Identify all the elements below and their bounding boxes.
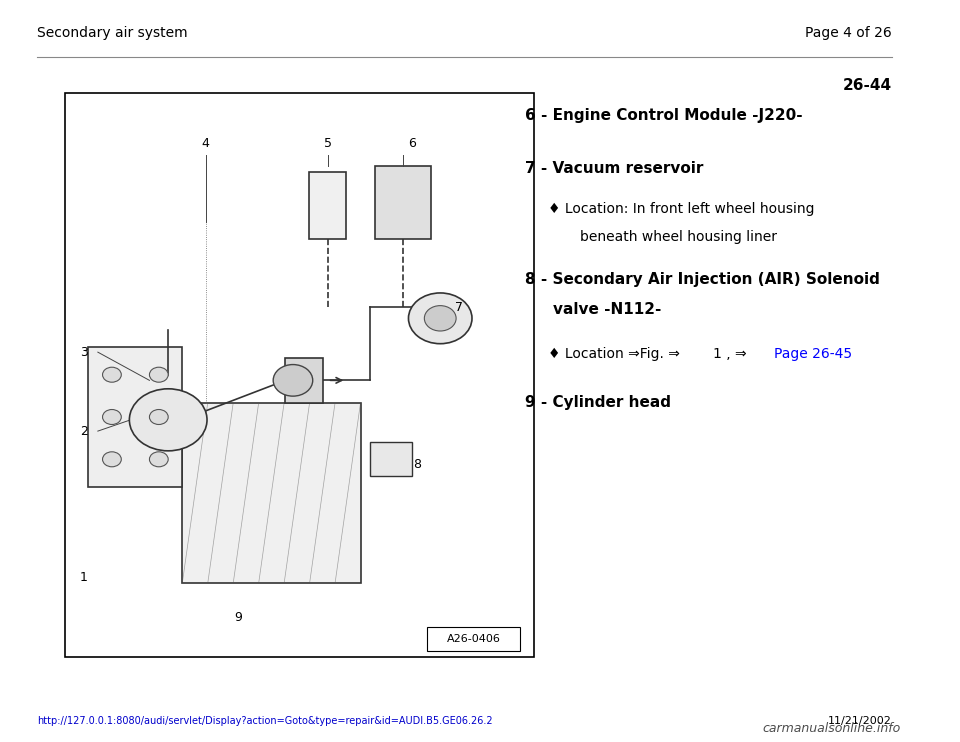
Bar <box>285 358 323 403</box>
Text: carmanualsonline.info: carmanualsonline.info <box>762 721 900 735</box>
Text: 7: 7 <box>455 301 463 314</box>
FancyBboxPatch shape <box>427 627 520 651</box>
Text: beneath wheel housing liner: beneath wheel housing liner <box>581 230 778 244</box>
Text: 8 - Secondary Air Injection (AIR) Solenoid: 8 - Secondary Air Injection (AIR) Soleno… <box>525 272 879 287</box>
Text: 4: 4 <box>202 137 209 150</box>
Text: ♦ Location ⇒Fig. ⇒: ♦ Location ⇒Fig. ⇒ <box>548 347 684 361</box>
Circle shape <box>103 367 121 382</box>
Text: 8: 8 <box>413 459 420 471</box>
Text: 9: 9 <box>234 611 243 624</box>
Circle shape <box>103 410 121 424</box>
Text: 2: 2 <box>80 424 87 438</box>
Text: 9 - Cylinder head: 9 - Cylinder head <box>525 395 671 410</box>
Bar <box>309 171 347 240</box>
Text: Secondary air system: Secondary air system <box>37 26 188 40</box>
Text: 26-44: 26-44 <box>843 78 892 93</box>
Circle shape <box>150 367 168 382</box>
FancyBboxPatch shape <box>65 93 534 657</box>
Text: 6: 6 <box>408 137 416 150</box>
Circle shape <box>408 293 472 344</box>
Circle shape <box>150 452 168 467</box>
Text: 6 - Engine Control Module -J220-: 6 - Engine Control Module -J220- <box>525 108 803 122</box>
Circle shape <box>103 452 121 467</box>
Text: A26-0406: A26-0406 <box>446 634 500 644</box>
Text: valve -N112-: valve -N112- <box>553 302 661 317</box>
Text: 3: 3 <box>80 346 87 358</box>
Text: ♦ Location: In front left wheel housing: ♦ Location: In front left wheel housing <box>548 202 814 216</box>
Bar <box>88 347 182 487</box>
Bar <box>370 442 412 476</box>
Text: Page 4 of 26: Page 4 of 26 <box>804 26 892 40</box>
Text: http://127.0.0.1:8080/audi/servlet/Display?action=Goto&type=repair&id=AUDI.B5.GE: http://127.0.0.1:8080/audi/servlet/Displ… <box>37 716 492 726</box>
Circle shape <box>424 306 456 331</box>
Text: 7 - Vacuum reservoir: 7 - Vacuum reservoir <box>525 161 703 176</box>
Text: 1 , ⇒: 1 , ⇒ <box>713 347 752 361</box>
Bar <box>374 166 431 240</box>
Text: 5: 5 <box>324 137 331 150</box>
Circle shape <box>274 364 313 396</box>
Text: 11/21/2002: 11/21/2002 <box>828 716 892 726</box>
Circle shape <box>150 410 168 424</box>
Text: Page 26-45: Page 26-45 <box>774 347 852 361</box>
Bar <box>182 403 361 583</box>
Circle shape <box>130 389 207 451</box>
Text: 1: 1 <box>80 571 87 584</box>
